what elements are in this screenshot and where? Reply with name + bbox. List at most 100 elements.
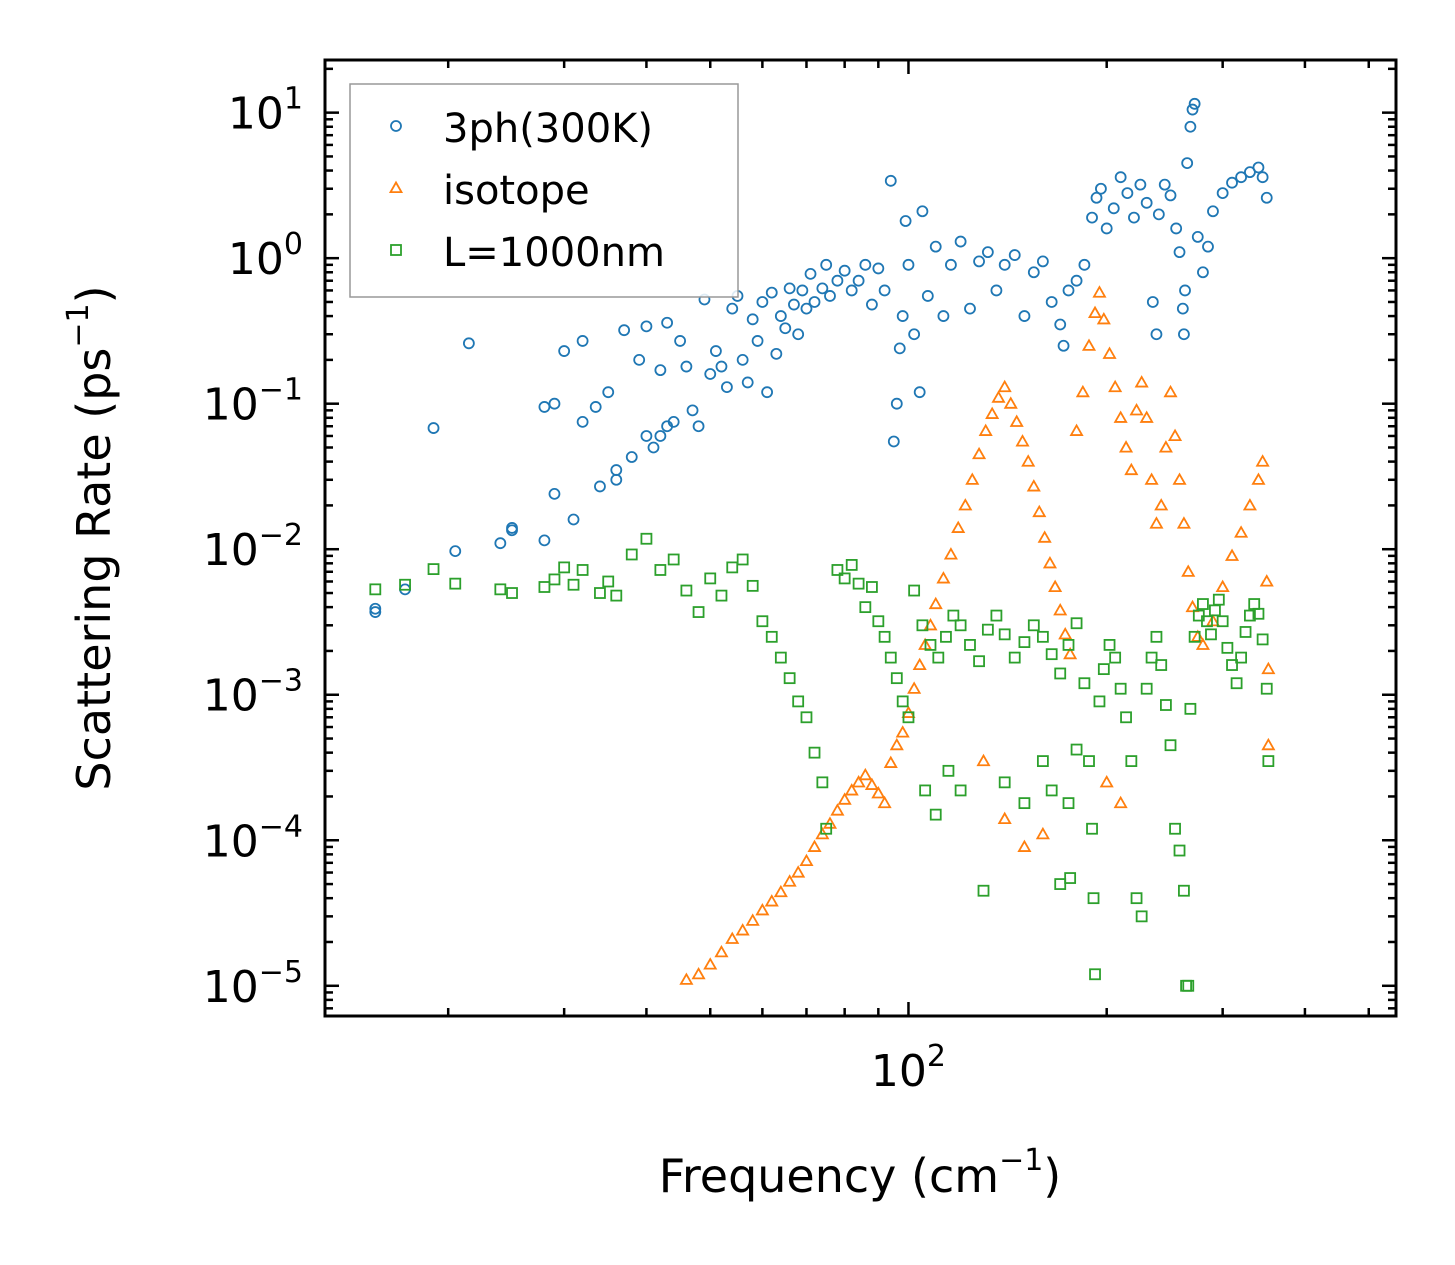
- data-point: [954, 235, 967, 248]
- y-tick-label: 10−4: [203, 809, 303, 867]
- y-tick-label: 10−1: [203, 373, 303, 431]
- data-point: [965, 472, 980, 485]
- data-point: [679, 972, 694, 985]
- data-point: [954, 619, 967, 632]
- data-point: [1070, 617, 1083, 630]
- data-point: [899, 215, 912, 227]
- data-point: [1197, 266, 1209, 279]
- data-point: [1179, 284, 1191, 297]
- data-point: [831, 564, 844, 576]
- data-point: [1260, 191, 1273, 204]
- data-point: [704, 572, 717, 585]
- data-point: [558, 561, 571, 574]
- data-point: [1018, 797, 1031, 810]
- data-point: [1075, 384, 1090, 398]
- data-point: [1087, 892, 1100, 905]
- data-point: [1087, 305, 1103, 319]
- data-point: [936, 571, 951, 584]
- data-point: [538, 534, 551, 547]
- data-point: [1100, 222, 1113, 235]
- data-point: [538, 581, 551, 593]
- data-point: [1048, 579, 1063, 593]
- data-point: [866, 298, 878, 311]
- data-point: [654, 430, 667, 442]
- data-point: [990, 284, 1003, 297]
- data-point: [1239, 626, 1252, 638]
- data-point: [691, 966, 706, 980]
- data-point: [830, 803, 845, 816]
- data-point: [782, 874, 797, 887]
- data-point: [954, 784, 967, 797]
- legend-label: 3ph(300K): [443, 106, 653, 152]
- data-point: [1027, 619, 1040, 632]
- data-point: [726, 302, 739, 315]
- data-point: [844, 783, 859, 796]
- data-point: [1062, 639, 1075, 651]
- data-point: [1188, 630, 1201, 643]
- plot-frame: [323, 58, 1398, 1018]
- data-point: [1135, 910, 1148, 923]
- data-point: [1178, 328, 1190, 341]
- data-point: [640, 430, 653, 442]
- data-point: [1216, 187, 1229, 199]
- data-point: [1027, 266, 1040, 279]
- data-point: [1181, 564, 1196, 577]
- data-point: [765, 630, 778, 643]
- data-point: [761, 386, 774, 399]
- data-point: [756, 296, 769, 308]
- data-point: [866, 581, 878, 593]
- data-point: [929, 240, 942, 253]
- data-point: [1172, 472, 1187, 485]
- data-point: [1009, 414, 1024, 427]
- data-point: [838, 572, 851, 585]
- data-point: [997, 379, 1012, 393]
- data-point: [1182, 979, 1195, 992]
- data-point: [887, 435, 900, 448]
- data-point: [736, 353, 749, 366]
- data-point: [567, 578, 580, 591]
- data-point: [878, 284, 891, 297]
- data-point: [895, 725, 910, 738]
- data-point: [746, 579, 759, 592]
- data-point: [1089, 968, 1101, 981]
- data-point: [1262, 755, 1275, 767]
- y-tick-label: 10−2: [203, 518, 303, 576]
- data-point: [1150, 630, 1163, 643]
- data-point: [680, 360, 693, 373]
- data-point: [1037, 530, 1052, 543]
- data-point: [852, 577, 865, 590]
- data-point: [820, 258, 833, 271]
- data-point: [800, 302, 813, 315]
- data-point: [816, 776, 829, 789]
- data-point: [633, 353, 646, 366]
- data-point: [951, 520, 966, 533]
- data-point: [1008, 651, 1021, 664]
- data-point: [896, 695, 909, 708]
- data-point: [506, 587, 518, 599]
- data-point: [725, 931, 740, 944]
- data-point: [792, 695, 805, 708]
- data-point: [1205, 613, 1221, 627]
- data-point: [1201, 615, 1213, 628]
- data-point: [548, 397, 561, 410]
- data-point: [981, 246, 994, 259]
- data-point: [1230, 677, 1243, 690]
- data-point: [1202, 240, 1214, 253]
- data-point: [1118, 440, 1134, 453]
- data-point: [714, 944, 729, 958]
- data-point: [726, 561, 739, 574]
- data-point: [1102, 346, 1117, 359]
- x-tick-label: 102: [871, 1039, 946, 1097]
- data-point: [399, 578, 411, 591]
- data-point: [674, 335, 687, 347]
- data-point: [1045, 648, 1058, 661]
- data-point: [791, 865, 806, 878]
- data-point: [831, 274, 844, 287]
- data-point: [558, 345, 571, 357]
- data-point: [1212, 593, 1225, 606]
- data-point: [576, 564, 589, 576]
- data-point: [1261, 737, 1276, 751]
- data-point: [1184, 120, 1197, 133]
- data-point: [1134, 178, 1147, 191]
- data-point: [427, 563, 440, 576]
